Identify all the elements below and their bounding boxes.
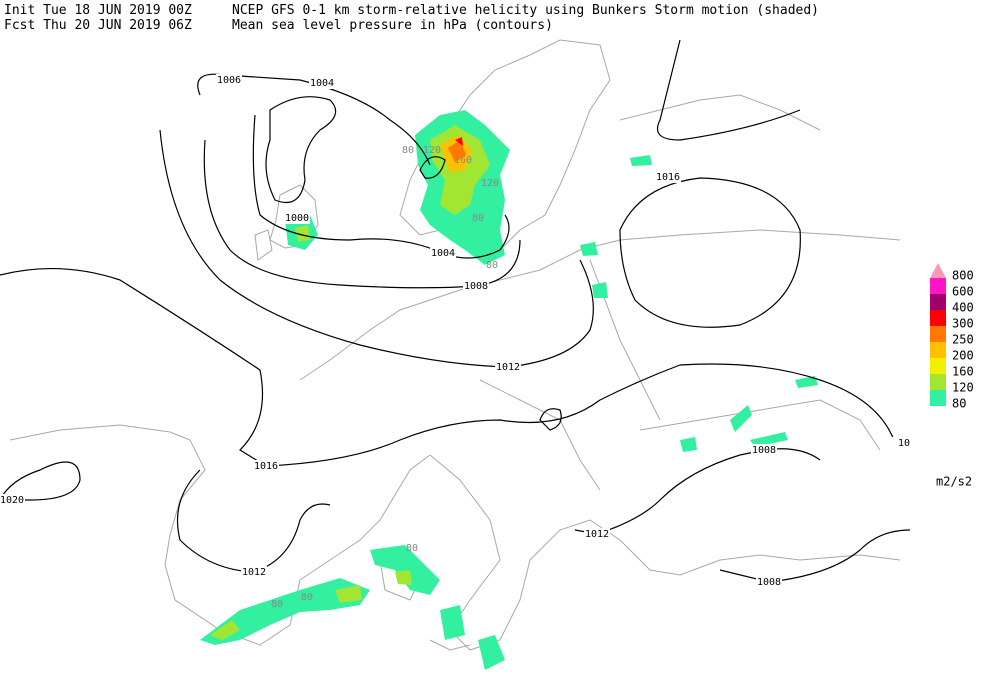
helicity-label: 80 xyxy=(486,260,498,271)
label-background xyxy=(463,280,489,292)
legend-label: 400 xyxy=(952,301,974,315)
title: NCEP GFS 0-1 km storm-relative helicity … xyxy=(232,3,819,18)
pressure-label: 1016 xyxy=(254,461,278,472)
pressure-labels: 1006 100410001004100810121016101610201012… xyxy=(0,74,917,588)
helicity-label: 80 xyxy=(406,543,418,554)
label-background xyxy=(284,212,310,224)
pressure-label: 1012 xyxy=(585,529,609,540)
pressure-label: 1000 xyxy=(285,213,309,224)
legend-label: 800 xyxy=(952,269,974,283)
legend-swatch xyxy=(930,374,946,390)
pressure-label: 1016 xyxy=(656,172,680,183)
legend-label: 120 xyxy=(952,381,974,395)
legend-label: 80 xyxy=(952,397,966,411)
pressure-label: 1012 xyxy=(242,567,266,578)
pressure-label: 10 xyxy=(898,438,910,449)
legend-arrow xyxy=(930,263,946,278)
label-background xyxy=(756,576,782,588)
pressure-label: 1008 xyxy=(464,281,488,292)
helicity-labels: 80 120 160 120 80 80 80 80 80 xyxy=(271,145,499,610)
pressure-label: 1006 xyxy=(217,75,241,86)
legend: 800 600 400 300 250 200 160 120 80 m2/s2 xyxy=(930,263,974,489)
pressure-label: 1004 xyxy=(431,248,455,259)
subtitle: Mean sea level pressure in hPa (contours… xyxy=(232,18,553,33)
helicity-shading xyxy=(200,110,818,670)
helicity-label: 80 xyxy=(472,213,484,224)
legend-label: 200 xyxy=(952,349,974,363)
legend-label: 250 xyxy=(952,333,974,347)
label-background xyxy=(253,460,279,472)
label-background xyxy=(655,171,681,183)
pressure-label: 1004 xyxy=(310,78,334,89)
helicity-label: 80 xyxy=(301,592,313,603)
forecast-time: Fcst Thu 20 JUN 2019 06Z xyxy=(4,18,192,33)
legend-swatch xyxy=(930,342,946,358)
legend-swatch xyxy=(930,390,946,406)
helicity-label: 120 xyxy=(481,178,499,189)
legend-swatch xyxy=(930,326,946,342)
label-background xyxy=(0,494,25,506)
label-background xyxy=(891,437,917,449)
helicity-label: 120 xyxy=(423,145,441,156)
helicity-label: 80 xyxy=(402,145,414,156)
legend-label: 160 xyxy=(952,365,974,379)
legend-label: 300 xyxy=(952,317,974,331)
legend-swatch xyxy=(930,310,946,326)
pressure-label: 1012 xyxy=(496,362,520,373)
pressure-label: 1008 xyxy=(757,577,781,588)
pressure-label: 1008 xyxy=(752,445,776,456)
helicity-label: 160 xyxy=(454,155,472,166)
pressure-label: 1020 xyxy=(0,495,24,506)
label-background xyxy=(495,361,521,373)
legend-swatch xyxy=(930,358,946,374)
label-background xyxy=(309,77,335,89)
label-background xyxy=(751,444,777,456)
label-background xyxy=(584,528,610,540)
pressure-contours xyxy=(0,39,911,583)
init-time: Init Tue 18 JUN 2019 00Z xyxy=(4,3,192,18)
helicity-label: 80 xyxy=(271,599,283,610)
label-background xyxy=(216,74,242,86)
label-background xyxy=(430,247,456,259)
label-background xyxy=(241,566,267,578)
legend-units: m2/s2 xyxy=(936,475,972,489)
legend-label: 600 xyxy=(952,285,974,299)
legend-swatch xyxy=(930,278,946,294)
legend-swatch xyxy=(930,294,946,310)
